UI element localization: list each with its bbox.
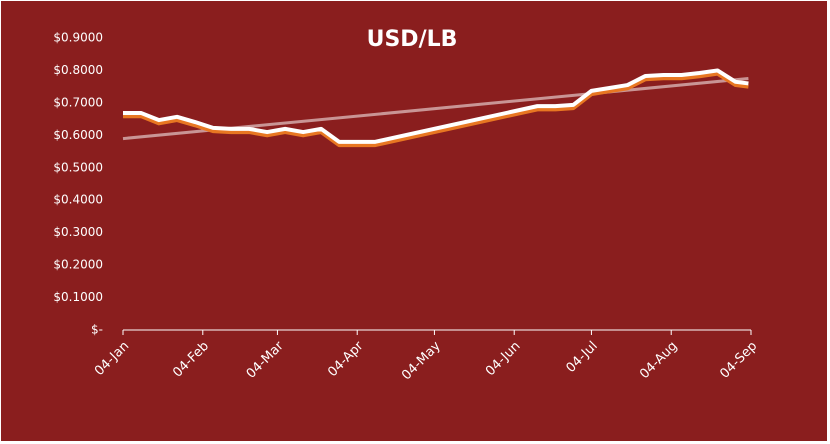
y-tick-label: $0.6000	[53, 128, 103, 142]
y-tick-label: $0.8000	[53, 63, 103, 77]
y-tick-label: $0.5000	[53, 160, 103, 174]
y-tick-label: $0.3000	[53, 225, 103, 239]
y-tick-label: $0.4000	[53, 193, 103, 207]
y-tick-label: $0.2000	[53, 258, 103, 272]
y-tick-label: $0.7000	[53, 95, 103, 109]
y-tick-label: $0.9000	[53, 31, 103, 45]
y-tick-label: $0.1000	[53, 290, 103, 304]
series-line	[123, 71, 749, 148]
y-tick-label: $-	[91, 323, 103, 337]
series-line	[123, 68, 749, 144]
chart-title: USD/LB	[367, 27, 458, 52]
